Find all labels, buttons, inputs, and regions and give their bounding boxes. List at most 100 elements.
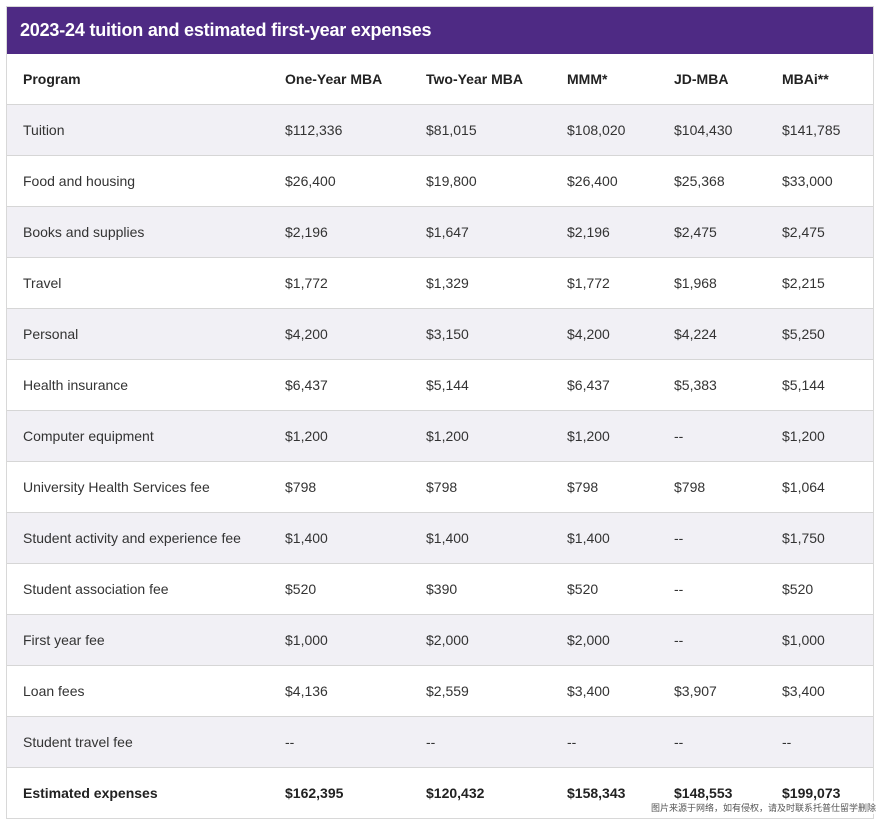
total-row-label: Estimated expenses bbox=[7, 767, 269, 818]
table-cell: -- bbox=[658, 410, 766, 462]
table-row: Student association fee $520 $390 $520 -- $52… bbox=[7, 563, 873, 615]
table-cell: $4,200 bbox=[269, 308, 410, 360]
table-cell: $1,200 bbox=[766, 410, 873, 462]
table-cell: $141,785 bbox=[766, 104, 873, 156]
table-cell: $5,144 bbox=[766, 359, 873, 411]
table-cell: $19,800 bbox=[410, 155, 551, 207]
table-row: Tuition $112,336 $81,015 $108,020 $104,430 $1… bbox=[7, 104, 873, 156]
table-cell: -- bbox=[766, 716, 873, 768]
table-cell: -- bbox=[269, 716, 410, 768]
table-row: Travel $1,772 $1,329 $1,772 $1,968 $2,215 bbox=[7, 257, 873, 309]
table-cell: $2,196 bbox=[269, 206, 410, 258]
table-cell: $112,336 bbox=[269, 104, 410, 156]
table-row: First year fee $1,000 $2,000 $2,000 -- $1,000 bbox=[7, 614, 873, 666]
table-row: Personal $4,200 $3,150 $4,200 $4,224 $5,250 bbox=[7, 308, 873, 360]
table-cell: $3,400 bbox=[766, 665, 873, 717]
table-cell: $25,368 bbox=[658, 155, 766, 207]
table-cell: $1,200 bbox=[551, 410, 658, 462]
row-label: Books and supplies bbox=[7, 206, 269, 258]
column-header-mmm: MMM* bbox=[551, 54, 658, 105]
table-cell: $390 bbox=[410, 563, 551, 615]
table-row: Health insurance $6,437 $5,144 $6,437 $5,383… bbox=[7, 359, 873, 411]
table-cell: -- bbox=[658, 716, 766, 768]
table-cell: $5,383 bbox=[658, 359, 766, 411]
table-cell: $520 bbox=[269, 563, 410, 615]
table-cell: $3,907 bbox=[658, 665, 766, 717]
table-cell: $1,200 bbox=[410, 410, 551, 462]
table-cell: $3,150 bbox=[410, 308, 551, 360]
row-label: Computer equipment bbox=[7, 410, 269, 462]
row-label: Personal bbox=[7, 308, 269, 360]
table-row: Loan fees $4,136 $2,559 $3,400 $3,907 $3,400 bbox=[7, 665, 873, 717]
table-cell: $104,430 bbox=[658, 104, 766, 156]
table-cell: $798 bbox=[269, 461, 410, 513]
table-cell: -- bbox=[410, 716, 551, 768]
row-label: Student association fee bbox=[7, 563, 269, 615]
table-row: Student activity and experience fee $1,40… bbox=[7, 512, 873, 564]
row-label: Tuition bbox=[7, 104, 269, 156]
total-cell: $158,343 bbox=[551, 767, 658, 818]
expenses-table-card: 2023-24 tuition and estimated first-year… bbox=[6, 6, 874, 819]
table-cell: $2,196 bbox=[551, 206, 658, 258]
expenses-table: Program One-Year MBA Two-Year MBA MMM* J… bbox=[7, 54, 873, 818]
table-cell: $2,475 bbox=[766, 206, 873, 258]
total-cell: $162,395 bbox=[269, 767, 410, 818]
table-cell: $3,400 bbox=[551, 665, 658, 717]
column-header-one-year-mba: One-Year MBA bbox=[269, 54, 410, 105]
table-cell: -- bbox=[658, 614, 766, 666]
column-header-mbai: MBAi** bbox=[766, 54, 873, 105]
column-header-two-year-mba: Two-Year MBA bbox=[410, 54, 551, 105]
table-cell: $4,136 bbox=[269, 665, 410, 717]
table-cell: $2,475 bbox=[658, 206, 766, 258]
table-header-row: Program One-Year MBA Two-Year MBA MMM* J… bbox=[7, 54, 873, 105]
table-row: University Health Services fee $798 $798 $7… bbox=[7, 461, 873, 513]
table-cell: $4,200 bbox=[551, 308, 658, 360]
watermark-text: 图片来源于网络，如有侵权，请及时联系托普仕留学删除 bbox=[648, 801, 878, 814]
table-cell: $1,000 bbox=[269, 614, 410, 666]
table-cell: $1,750 bbox=[766, 512, 873, 564]
table-cell: -- bbox=[658, 563, 766, 615]
table-cell: $1,772 bbox=[269, 257, 410, 309]
table-cell: $1,400 bbox=[551, 512, 658, 564]
table-cell: $26,400 bbox=[551, 155, 658, 207]
table-cell: $1,400 bbox=[410, 512, 551, 564]
row-label: Health insurance bbox=[7, 359, 269, 411]
row-label: Student travel fee bbox=[7, 716, 269, 768]
table-cell: $520 bbox=[551, 563, 658, 615]
table-cell: -- bbox=[658, 512, 766, 564]
table-cell: $1,200 bbox=[269, 410, 410, 462]
table-cell: $108,020 bbox=[551, 104, 658, 156]
row-label: University Health Services fee bbox=[7, 461, 269, 513]
table-cell: $33,000 bbox=[766, 155, 873, 207]
table-cell: $1,968 bbox=[658, 257, 766, 309]
table-cell: $798 bbox=[551, 461, 658, 513]
table-body: Tuition $112,336 $81,015 $108,020 $104,430 $1… bbox=[7, 104, 873, 768]
table-cell: $1,647 bbox=[410, 206, 551, 258]
row-label: Student activity and experience fee bbox=[7, 512, 269, 564]
table-title: 2023-24 tuition and estimated first-year… bbox=[7, 7, 873, 54]
table-cell: -- bbox=[551, 716, 658, 768]
column-header-jd-mba: JD-MBA bbox=[658, 54, 766, 105]
table-cell: $2,559 bbox=[410, 665, 551, 717]
table-cell: $5,144 bbox=[410, 359, 551, 411]
table-cell: $2,000 bbox=[410, 614, 551, 666]
row-label: Travel bbox=[7, 257, 269, 309]
table-row: Food and housing $26,400 $19,800 $26,400 $25… bbox=[7, 155, 873, 207]
row-label: Food and housing bbox=[7, 155, 269, 207]
table-cell: $1,000 bbox=[766, 614, 873, 666]
table-cell: $81,015 bbox=[410, 104, 551, 156]
table-cell: $6,437 bbox=[551, 359, 658, 411]
table-cell: $26,400 bbox=[269, 155, 410, 207]
table-row: Student travel fee -- -- -- -- -- bbox=[7, 716, 873, 768]
table-cell: $4,224 bbox=[658, 308, 766, 360]
table-cell: $1,772 bbox=[551, 257, 658, 309]
table-cell: $1,329 bbox=[410, 257, 551, 309]
table-cell: $798 bbox=[410, 461, 551, 513]
table-row: Books and supplies $2,196 $1,647 $2,196 $2,4… bbox=[7, 206, 873, 258]
table-cell: $2,000 bbox=[551, 614, 658, 666]
table-cell: $520 bbox=[766, 563, 873, 615]
column-header-program: Program bbox=[7, 54, 269, 105]
row-label: Loan fees bbox=[7, 665, 269, 717]
table-cell: $1,064 bbox=[766, 461, 873, 513]
table-cell: $6,437 bbox=[269, 359, 410, 411]
